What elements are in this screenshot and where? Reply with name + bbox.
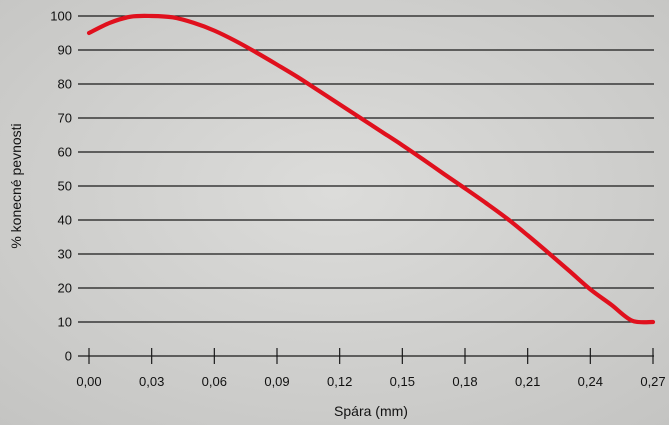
y-tick-label-70: 70 [58,111,72,126]
x-tick-label-0,00: 0,00 [76,374,101,389]
x-tick-label-0,15: 0,15 [390,374,415,389]
y-tick-label-0: 0 [65,349,72,364]
y-tick-label-50: 50 [58,179,72,194]
y-tick-label-80: 80 [58,77,72,92]
y-tick-label-30: 30 [58,247,72,262]
x-tick-label-0,27: 0,27 [640,374,665,389]
x-tick-label-0,18: 0,18 [452,374,477,389]
y-tick-label-40: 40 [58,213,72,228]
x-tick-label-0,24: 0,24 [578,374,603,389]
y-tick-label-20: 20 [58,281,72,296]
y-tick-label-60: 60 [58,145,72,160]
x-axis-tick-labels: 0,00 0,03 0,06 0,09 0,12 0,15 0,18 0,21 0,24 0,27 [76,374,665,389]
series-layer [86,13,656,325]
x-tick-label-0,12: 0,12 [327,374,352,389]
x-tick-label-0,06: 0,06 [202,374,227,389]
x-axis-title: Spára (mm) [334,403,408,419]
grid-lines [78,15,654,323]
x-tick-label-0,03: 0,03 [139,374,164,389]
x-tick-label-0,09: 0,09 [264,374,289,389]
series-line-0 [86,13,656,325]
x-axis [78,348,654,364]
y-tick-label-100: 100 [50,9,72,24]
y-tick-label-10: 10 [58,315,72,330]
y-axis-title: % konecné pevnosti [8,123,24,248]
y-axis-tick-labels: 0 10 20 30 40 50 60 70 80 90 100 [50,9,72,364]
x-tick-label-0,21: 0,21 [515,374,540,389]
y-tick-label-90: 90 [58,43,72,58]
